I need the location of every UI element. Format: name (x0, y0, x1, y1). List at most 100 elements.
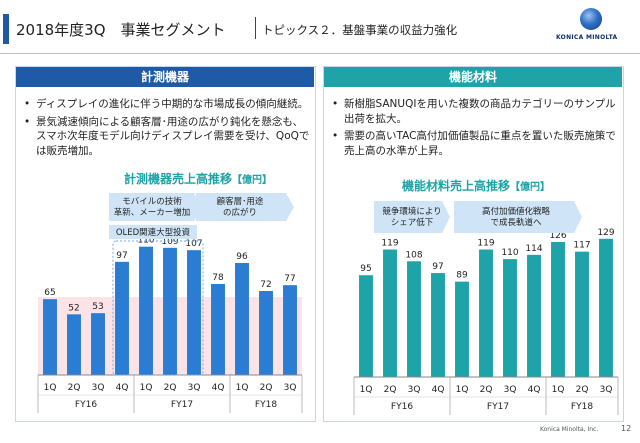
group-label: FY18 (571, 402, 593, 412)
bar (599, 238, 613, 377)
annotation-box (109, 225, 197, 239)
tick-label: 3Q (284, 383, 297, 393)
bullet-list-right: 新樹脂SANUQIを用いた複数の商品カテゴリーのサンプル出荷を拡大。 需要の高い… (332, 97, 618, 161)
tick-label: 1Q (360, 385, 373, 395)
annotation-text: 高付加価値化戦略で成長軌道へ (482, 206, 551, 228)
panel-functional-materials: 機能材料 新樹脂SANUQIを用いた複数の商品カテゴリーのサンプル出荷を拡大。 … (323, 66, 624, 422)
header-separator (255, 17, 256, 39)
panel-measuring-instruments: 計測機器 ディスプレイの進化に伴う中期的な市場成長の傾向継続。 景気減速傾向によ… (15, 66, 316, 422)
tick-label: 3Q (408, 385, 421, 395)
data-label: 72 (260, 280, 271, 290)
konica-minolta-logo-icon (580, 8, 602, 30)
data-label: 65 (44, 288, 55, 298)
annotation-text: 顧客層･用途の広がり (217, 196, 264, 218)
bar (407, 261, 421, 377)
chart-title-right: 機能材料売上高推移【億円】 (402, 177, 550, 194)
bar (235, 263, 249, 375)
bar (67, 314, 81, 375)
tick-label: 1Q (140, 383, 153, 393)
tick-label: 1Q (552, 385, 565, 395)
chart-left: 65 52 53 97 110 109 107 78 96 72 77 1Q 2Q 3Q 4Q 1Q 2Q 3Q… (37, 193, 303, 413)
annotation-text: モバイルの技術革新、メーカー増加 (114, 196, 191, 218)
bar (139, 246, 153, 375)
page-number: 12 (621, 424, 632, 433)
bar (187, 250, 201, 375)
data-label: 78 (212, 273, 224, 283)
tick-label: 3Q (504, 385, 517, 395)
bar (455, 281, 469, 377)
bullet-item: 需要の高いTAC高付加価値製品に重点を置いた販売施策で売上高の水準が上昇。 (332, 129, 618, 158)
data-label: 109 (161, 237, 178, 247)
chart-right: 95 119 108 97 89 119 110 114 126 117 129 1Q 2Q 3Q 4Q 1… (353, 201, 619, 415)
data-label: 110 (501, 248, 518, 258)
page-title: 2018年度3Q 事業セグメント (16, 21, 226, 39)
highlight-box (112, 240, 204, 376)
data-label: 126 (549, 231, 566, 241)
bullet-item: ディスプレイの進化に伴う中期的な市場成長の傾向継続。 (24, 97, 310, 112)
chart-title-left: 計測機器売上高推移【億円】 (124, 170, 272, 187)
tick-label: 4Q (212, 383, 225, 393)
tick-label: 3Q (188, 383, 201, 393)
bar (283, 285, 297, 375)
bar (115, 261, 129, 375)
annotation-arrow (454, 201, 582, 233)
bar (503, 259, 517, 377)
page-subtitle: トピックス２．基盤事業の収益力強化 (262, 23, 458, 37)
tick-label: 1Q (456, 385, 469, 395)
bar (43, 299, 57, 375)
tick-label: 2Q (164, 383, 177, 393)
bullet-list-left: ディスプレイの進化に伴う中期的な市場成長の傾向継続。 景気減速傾向による顧客層･… (24, 97, 310, 161)
tick-label: 2Q (260, 383, 273, 393)
bar (211, 284, 225, 375)
header-rule (0, 53, 640, 54)
data-label: 129 (597, 228, 614, 238)
chart-title-text: 計測機器売上高推移 (124, 172, 233, 186)
tick-label: 4Q (528, 385, 541, 395)
group-label: FY17 (487, 402, 509, 412)
tick-label: 2Q (384, 385, 397, 395)
tick-label: 2Q (576, 385, 589, 395)
panel-heading-right: 機能材料 (324, 67, 622, 87)
bar (91, 313, 105, 375)
bar (551, 242, 565, 377)
bar (359, 275, 373, 377)
data-label: 107 (185, 239, 202, 249)
chart-title-text: 機能材料売上高推移 (402, 179, 511, 193)
annotation-arrow (374, 201, 450, 233)
header-accent-bar (3, 14, 9, 44)
tick-label: 3Q (92, 383, 105, 393)
group-label: FY16 (75, 400, 97, 410)
data-label: 52 (68, 303, 79, 313)
data-label: 110 (137, 236, 154, 246)
bar (259, 291, 273, 375)
annotation-arrow (109, 193, 202, 221)
tick-label: 4Q (432, 385, 445, 395)
data-label: 114 (525, 244, 542, 254)
annotation-arrow (196, 193, 294, 221)
bar (527, 254, 541, 377)
group-label: FY17 (171, 400, 193, 410)
data-label: 119 (477, 239, 494, 249)
chart-unit: 【億円】 (510, 182, 551, 193)
data-label: 117 (573, 241, 590, 251)
group-label: FY16 (391, 402, 413, 412)
bar (431, 273, 445, 377)
tick-label: 4Q (116, 383, 129, 393)
data-label: 53 (92, 302, 103, 312)
tick-label: 1Q (44, 383, 57, 393)
annotation-text: 競争環境によりシェア低下 (382, 206, 441, 228)
tick-label: 2Q (68, 383, 81, 393)
tick-label: 1Q (236, 383, 249, 393)
chart-unit: 【億円】 (232, 175, 273, 186)
bullet-item: 景気減速傾向による顧客層･用途の広がり鈍化を懸念も、スマホ次年度モデル向けディス… (24, 115, 310, 159)
data-label: 77 (284, 274, 295, 284)
bar (163, 247, 177, 375)
tick-label: 3Q (600, 385, 613, 395)
bar (479, 249, 493, 377)
group-label: FY18 (255, 400, 277, 410)
annotation-box-text: OLED関連大型投資 (116, 227, 190, 238)
data-label: 119 (381, 239, 398, 249)
data-label: 97 (116, 251, 127, 261)
data-label: 96 (236, 252, 248, 262)
